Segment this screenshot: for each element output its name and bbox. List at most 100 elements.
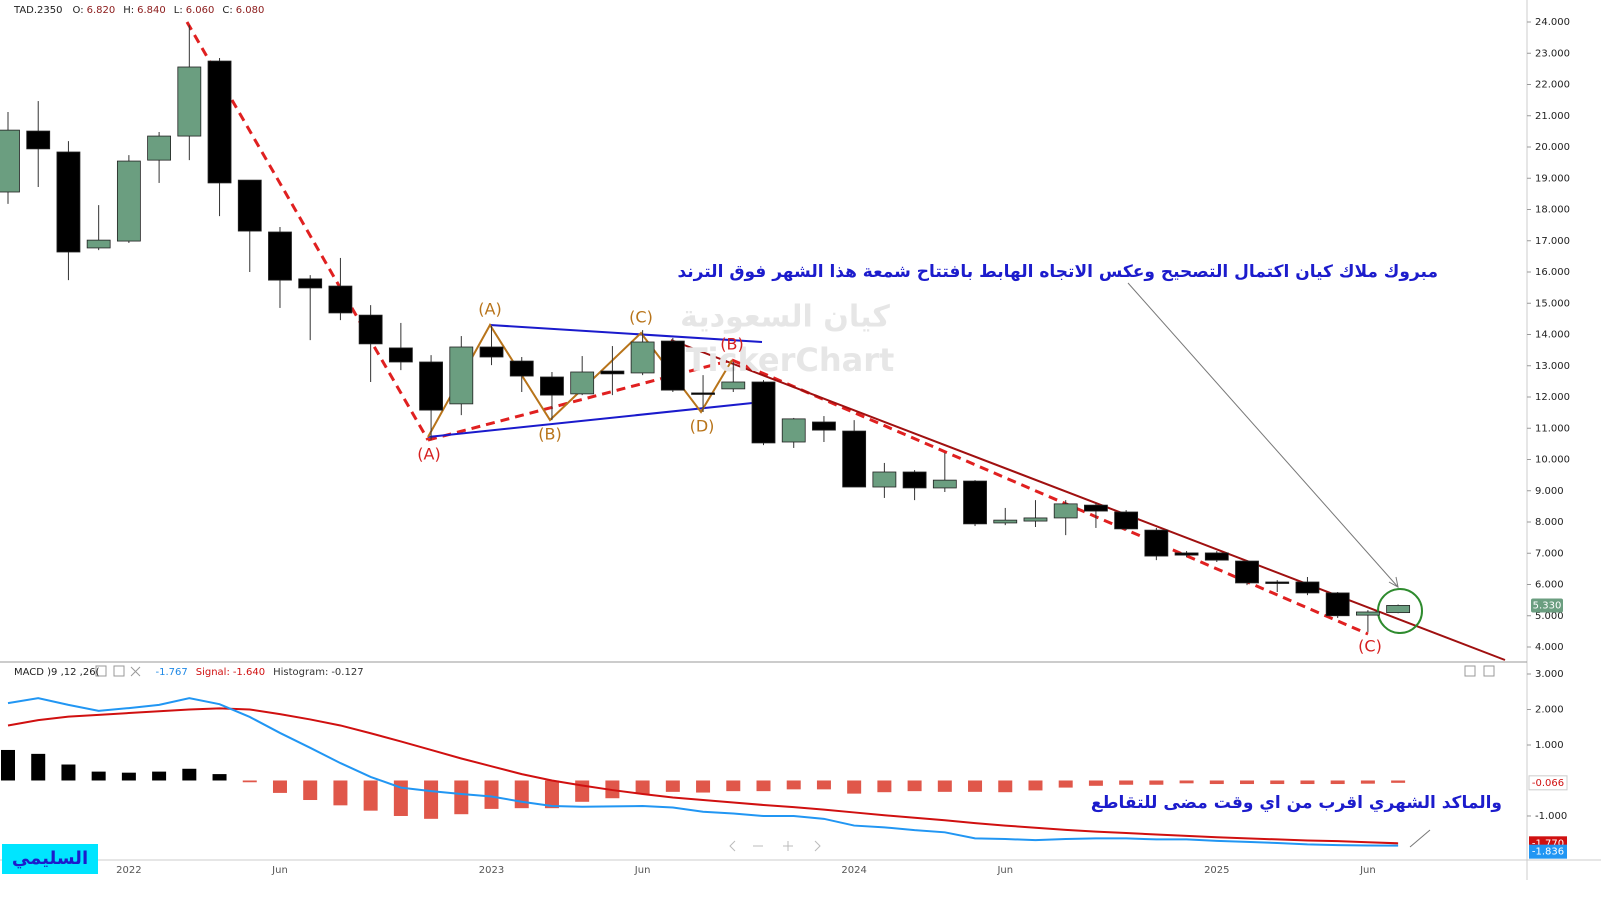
candle-body	[177, 66, 202, 137]
histogram-bar	[1028, 780, 1043, 791]
wave-label: (C)	[629, 308, 653, 327]
histogram-bar	[968, 780, 983, 792]
candle-body	[1084, 504, 1108, 512]
candle-body	[479, 346, 504, 358]
y-tick-label: -1.000	[1535, 811, 1567, 822]
readout-value: 6.060	[186, 5, 215, 16]
signature: السليمي	[12, 848, 88, 869]
readout-value: -0.127	[331, 667, 363, 678]
candle-body	[812, 421, 836, 431]
icon[interactable]	[1483, 665, 1495, 677]
histogram-bar	[272, 780, 287, 793]
y-tick-label: 24.000	[1535, 17, 1570, 28]
indicator-name: MACD )9 ,12 ,26(	[14, 667, 100, 678]
histogram-bar	[816, 780, 831, 790]
candle-body	[660, 340, 685, 391]
candle-body	[1356, 611, 1380, 616]
icon[interactable]	[130, 666, 141, 677]
candle-body	[751, 381, 776, 444]
y-tick-label: 3.000	[1535, 669, 1564, 680]
candle-body	[449, 346, 474, 405]
histogram-bar	[1300, 780, 1315, 785]
candle-body	[1265, 581, 1290, 584]
candle-body	[509, 360, 534, 377]
candle-body	[993, 519, 1018, 524]
y-tick-label: 9.000	[1535, 486, 1564, 497]
histogram-bar	[363, 780, 378, 811]
candle-body	[419, 361, 443, 411]
histogram-bar	[212, 774, 227, 781]
annotation: مبروك ملاك كيان اكتمال التصحيح وعكس الات…	[677, 262, 1438, 282]
last-value-label: -1.836	[1532, 847, 1564, 858]
readout-name: H:	[123, 5, 134, 16]
y-tick-label: 17.000	[1535, 236, 1570, 247]
y-tick-label: 1.000	[1535, 740, 1564, 751]
wave-zigzag	[427, 323, 733, 438]
histogram-bar	[1, 749, 15, 781]
candle-body	[1325, 592, 1350, 617]
watermark: كيان السعودية	[680, 300, 890, 335]
histogram-bar	[182, 768, 197, 781]
histogram-bar	[877, 780, 892, 793]
histogram-bar	[847, 780, 862, 794]
y-tick-label: 12.000	[1535, 392, 1570, 403]
candle-body	[842, 430, 867, 488]
icon[interactable]	[113, 665, 125, 677]
histogram-bar	[1270, 780, 1285, 785]
macd-line	[7, 697, 1399, 847]
y-tick-label: 10.000	[1535, 455, 1570, 466]
candle-body	[56, 151, 81, 253]
candle-body	[1114, 511, 1139, 530]
histogram-bar	[907, 780, 922, 792]
wave-label: (C)	[1358, 637, 1382, 656]
histogram-bar	[786, 780, 801, 790]
readout-name: O:	[73, 5, 84, 16]
histogram-bar	[121, 772, 136, 781]
y-tick-label: 23.000	[1535, 48, 1570, 59]
candle-body	[1235, 560, 1259, 584]
arrow-head	[1388, 576, 1399, 588]
candle-body	[721, 381, 746, 390]
y-tick-label: 11.000	[1535, 423, 1570, 434]
y-tick-label: 2.000	[1535, 704, 1564, 715]
histogram-bar	[1330, 780, 1345, 785]
histogram-bar	[152, 771, 167, 781]
icon[interactable]	[95, 665, 107, 677]
last-value-label: 5.330	[1533, 600, 1562, 611]
nav-controls[interactable]	[729, 840, 821, 852]
y-tick-label: 6.000	[1535, 580, 1564, 591]
histogram-bar	[1240, 780, 1255, 785]
candle-body	[0, 129, 20, 193]
readout-name: C:	[222, 5, 232, 16]
candle-body	[298, 278, 323, 289]
histogram-bar	[303, 780, 318, 801]
y-tick-label: 13.000	[1535, 361, 1570, 372]
histogram-bar	[635, 780, 650, 794]
candle-body	[1144, 529, 1169, 557]
histogram-bar	[514, 780, 529, 809]
candle-body	[963, 480, 987, 525]
icon[interactable]	[1464, 665, 1476, 677]
last-value-badge	[1529, 844, 1567, 859]
trend-line	[670, 339, 1506, 661]
x-tick-label: 2024	[841, 865, 866, 876]
candle-body	[388, 347, 413, 363]
candle-body	[268, 231, 292, 281]
candle-body	[147, 135, 172, 161]
channel-line	[489, 324, 763, 343]
last-value-badge	[1528, 775, 1568, 791]
readout-name: Histogram:	[273, 667, 328, 678]
candle-body	[691, 392, 715, 395]
candle-body	[600, 370, 625, 375]
y-tick-label: 16.000	[1535, 267, 1570, 278]
histogram-bar	[1119, 780, 1134, 785]
readout-value: 6.080	[236, 5, 265, 16]
histogram-bar	[1179, 780, 1194, 784]
candle-body	[902, 471, 927, 489]
last-value-label: -1.770	[1532, 838, 1564, 849]
readout-name: Signal:	[196, 667, 230, 678]
y-tick-label: 8.000	[1535, 517, 1564, 528]
candle-body	[1053, 503, 1078, 519]
signature-bg	[2, 844, 98, 874]
